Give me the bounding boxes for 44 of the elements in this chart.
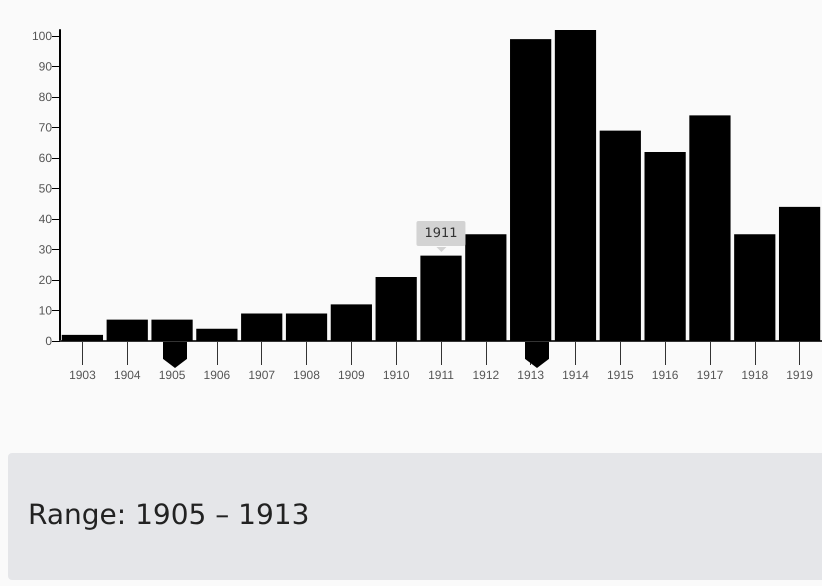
y-tick-label: 100 (32, 29, 52, 44)
text: Range: 1905 – 1913 (28, 498, 310, 531)
y-tick-label: 30 (38, 242, 52, 257)
bar (465, 234, 506, 341)
x-tick-label: 1905 (158, 368, 186, 382)
x-tick-label: 1909 (338, 368, 366, 382)
x-tick-label: 1918 (741, 368, 768, 382)
x-tick-label: 1906 (204, 368, 231, 382)
bar (106, 320, 148, 341)
y-tick-label: 20 (38, 273, 52, 288)
x-tick-label: 1914 (562, 368, 590, 382)
y-tick-label: 90 (38, 60, 52, 74)
x-tick-label: 1908 (293, 368, 320, 382)
x-tick-label: 1910 (382, 368, 410, 382)
annotation: 1911 (416, 220, 466, 246)
y-tick-label: 70 (38, 120, 52, 135)
x-tick-label: 1916 (652, 368, 679, 382)
x-tick-label: 1911 (428, 368, 454, 382)
y-tick-label: 60 (38, 151, 52, 166)
x-tick-label: 1904 (114, 368, 141, 382)
bar (554, 30, 596, 341)
y-tick-label: 80 (38, 90, 52, 104)
bar (241, 314, 282, 341)
x-tick-label: 1903 (69, 368, 96, 382)
bar (196, 328, 238, 341)
bar (600, 130, 641, 341)
y-tick-label: 40 (38, 212, 52, 226)
x-tick-label: 1913 (517, 368, 544, 382)
x-tick-label: 1917 (696, 368, 724, 382)
y-tick-label: 50 (38, 182, 52, 196)
x-tick-label: 1912 (472, 368, 500, 382)
bar (689, 115, 731, 341)
x-tick-label: 1907 (248, 368, 276, 382)
bar (644, 152, 686, 341)
bar (376, 276, 417, 341)
x-tick-label: 1919 (786, 368, 814, 382)
bar (734, 234, 776, 341)
bar (420, 256, 462, 341)
bar (778, 206, 820, 341)
bar (330, 304, 372, 341)
x-tick-label: 1915 (606, 368, 634, 382)
y-tick-label: 10 (38, 304, 52, 318)
bar (286, 314, 328, 341)
y-tick-label: 0 (45, 334, 52, 348)
